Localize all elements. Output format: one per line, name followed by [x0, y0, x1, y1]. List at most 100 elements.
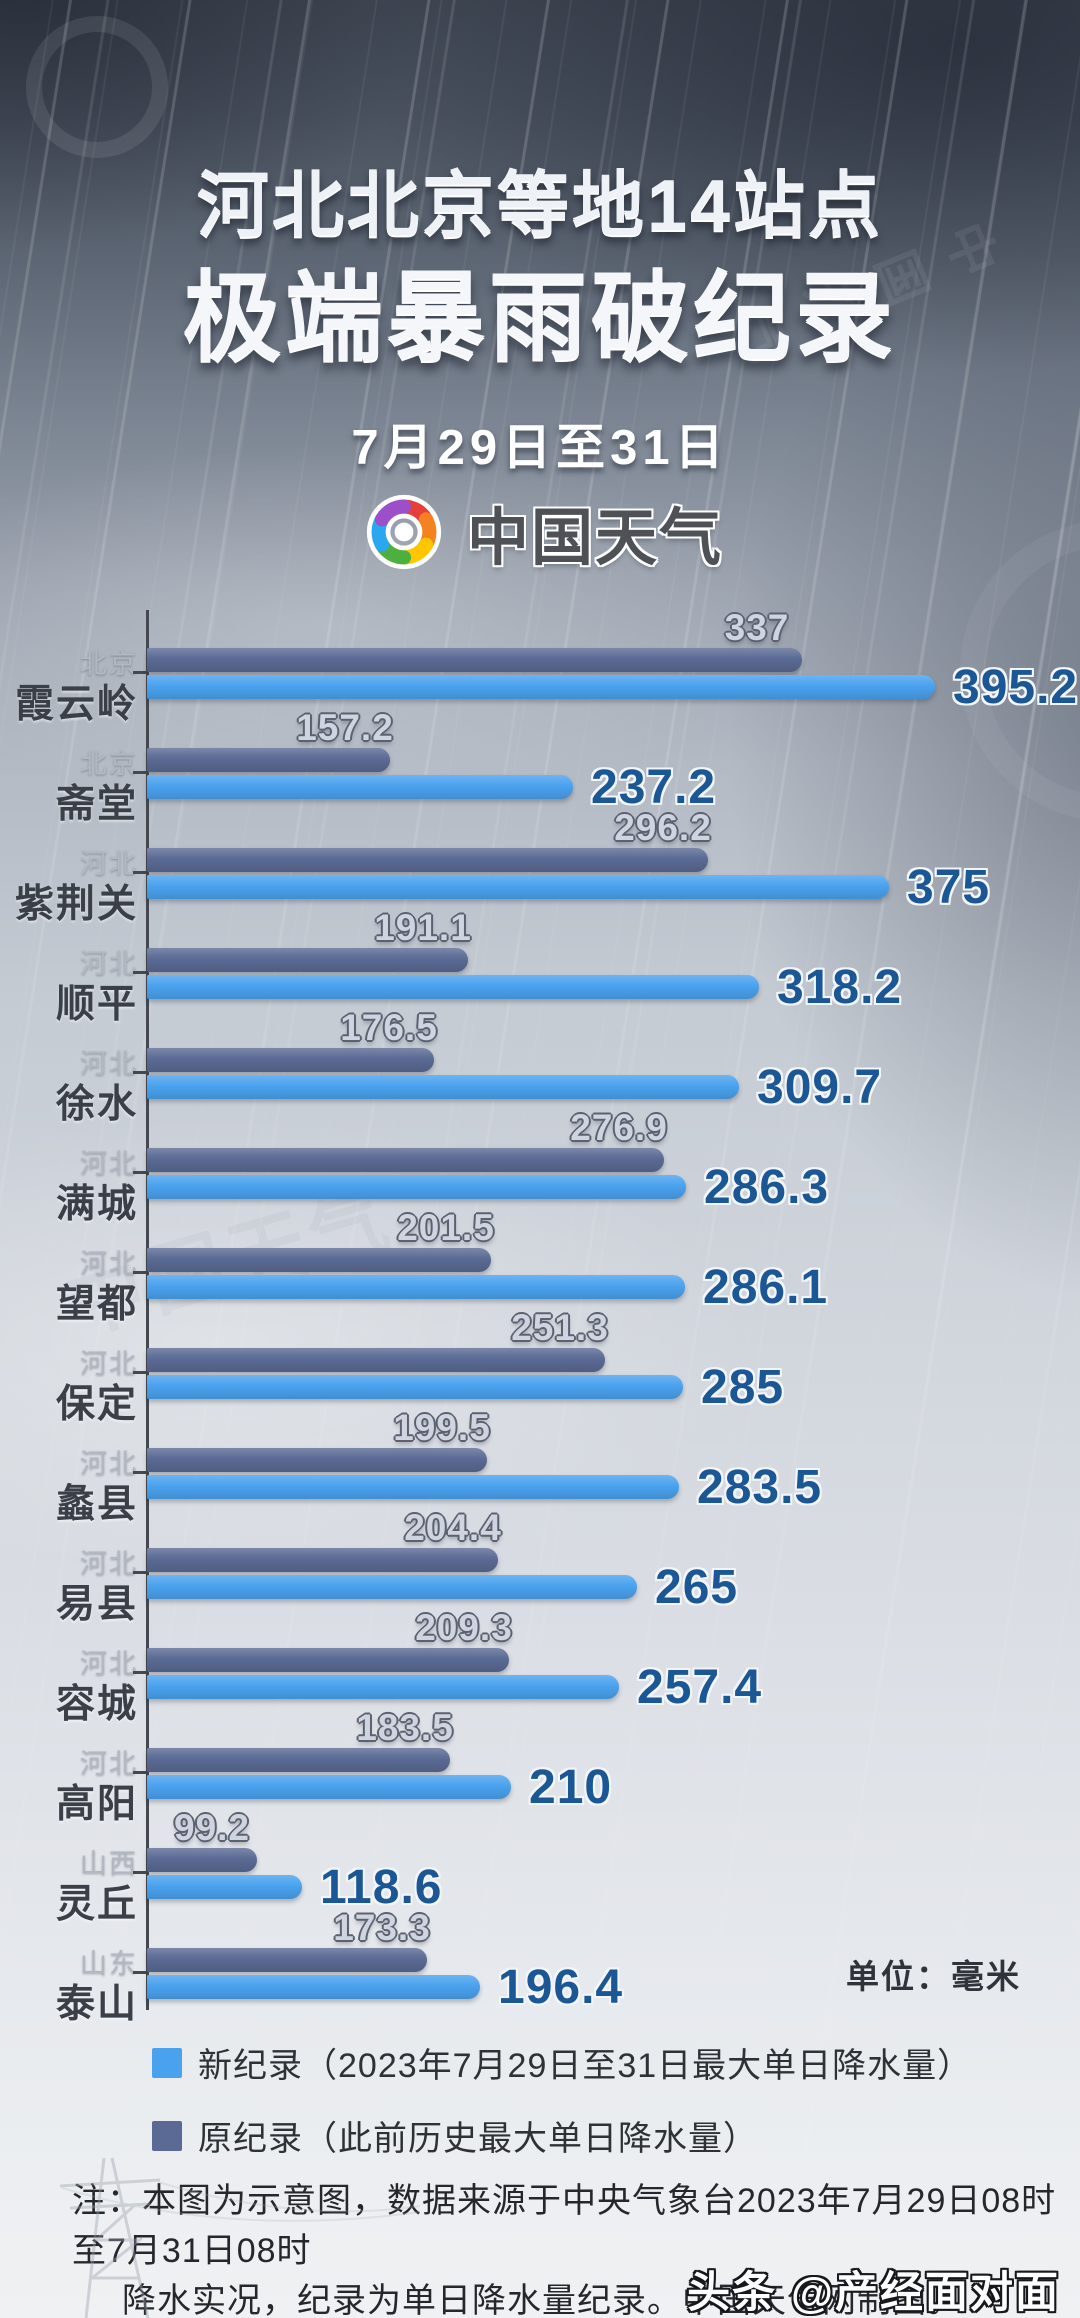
old-record-value: 209.3: [415, 1607, 513, 1648]
new-record-value: 265: [655, 1560, 739, 1614]
old-record-bar: [147, 948, 468, 972]
old-record-bar: [147, 1548, 498, 1572]
logo-text: 中国天气: [466, 504, 723, 573]
new-record-value: 395.2: [953, 660, 1079, 714]
station-province: 河北: [80, 1549, 138, 1579]
axis-tick: [133, 1871, 147, 1874]
station-province: 河北: [80, 849, 138, 879]
old-record-value: 99.2: [173, 1807, 251, 1848]
old-record-value: 183.5: [356, 1707, 454, 1748]
station-label: 河北 紫荆关: [0, 848, 138, 928]
old-record-bar: [147, 1248, 491, 1272]
old-record-bar: [147, 1448, 487, 1472]
new-record-bar: [147, 1775, 511, 1799]
station-name: 斋堂: [55, 783, 138, 826]
station-label: 河北 易县: [0, 1548, 138, 1628]
new-record-bar: [147, 1575, 637, 1599]
station-name: 满城: [55, 1183, 138, 1226]
station-label: 河北 满城: [0, 1148, 138, 1228]
new-record-bar: [147, 975, 759, 999]
old-record-value: 296.2: [614, 807, 712, 848]
rainfall-record-bar-chart: 北京 霞云岭 337 395.2 北京 斋堂 157.2 237.2 河北 紫荆: [0, 607, 1080, 2026]
old-record-bar: [147, 1948, 427, 1972]
station-name: 顺平: [55, 983, 138, 1026]
axis-tick: [133, 1071, 147, 1074]
poster-title-line2: 极端暴雨破纪录: [182, 262, 897, 372]
category-axis-line: [146, 610, 149, 2010]
new-record-value: 118.6: [320, 1860, 443, 1914]
new-record-value: 375: [907, 860, 991, 914]
station-province: 河北: [80, 949, 138, 979]
station-row: 山东 泰山 173.3 196.4: [0, 1907, 1080, 2048]
old-record-value: 337: [724, 607, 790, 648]
axis-tick: [133, 1271, 147, 1274]
station-row: 河北 蠡县 199.5 283.5: [0, 1407, 1080, 1548]
station-row: 河北 高阳 183.5 210: [0, 1707, 1080, 1848]
station-province: 河北: [80, 1749, 138, 1779]
station-label: 河北 顺平: [0, 948, 138, 1028]
station-province: 山东: [80, 1949, 138, 1979]
new-record-swatch: [152, 2047, 182, 2078]
station-name: 霞云岭: [14, 683, 138, 726]
station-name: 高阳: [55, 1783, 138, 1826]
new-record-bar: [147, 1375, 683, 1399]
station-province: 山西: [80, 1849, 138, 1879]
axis-tick: [133, 1771, 147, 1774]
legend-label: 原纪录（此前历史最大单日降水量）: [198, 2120, 758, 2158]
old-record-value: 204.4: [404, 1507, 502, 1548]
unit-label: 单位：毫米: [846, 1958, 1021, 1995]
new-record-bar: [147, 875, 889, 899]
new-record-value: 237.2: [591, 760, 717, 814]
station-row: 河北 满城 276.9 286.3: [0, 1107, 1080, 1248]
footnote-line1: 注：本图为示意图，数据来源于中央气象台2023年7月29日08时至7月31日08…: [72, 2182, 1057, 2270]
poster-title-line1: 河北北京等地14站点: [196, 166, 884, 246]
station-label: 河北 保定: [0, 1348, 138, 1428]
axis-tick: [133, 671, 147, 674]
new-record-bar: [147, 1175, 686, 1199]
station-label: 河北 高阳: [0, 1748, 138, 1828]
old-record-value: 173.3: [333, 1907, 431, 1948]
station-row: 河北 顺平 191.1 318.2: [0, 907, 1080, 1048]
station-label: 北京 斋堂: [0, 748, 138, 828]
new-record-value: 309.7: [757, 1060, 883, 1114]
date-range: 7月29日至31日: [351, 421, 729, 475]
station-row: 河北 紫荆关 296.2 375: [0, 807, 1080, 948]
station-row: 河北 易县 204.4 265: [0, 1507, 1080, 1648]
old-record-value: 157.2: [296, 707, 394, 748]
byline-watermark: 头条 @产经面对面: [687, 2269, 1060, 2317]
station-name: 灵丘: [55, 1883, 138, 1926]
old-record-value: 191.1: [374, 907, 472, 948]
station-row: 北京 霞云岭 337 395.2: [0, 607, 1080, 748]
new-record-value: 285: [701, 1360, 785, 1414]
footnote: 注：本图为示意图，数据来源于中央气象台2023年7月29日08时至7月31日08…: [72, 2176, 1080, 2318]
old-record-value: 176.5: [340, 1007, 438, 1048]
axis-tick: [133, 1371, 147, 1374]
station-label: 河北 望都: [0, 1248, 138, 1328]
station-label: 河北 蠡县: [0, 1448, 138, 1528]
old-record-swatch: [152, 2120, 182, 2151]
new-record-bar: [147, 1975, 480, 1999]
old-record-value: 251.3: [511, 1307, 609, 1348]
station-row: 河北 徐水 176.5 309.7: [0, 1007, 1080, 1148]
new-record-value: 257.4: [637, 1660, 763, 1714]
new-record-value: 283.5: [697, 1460, 823, 1514]
legend-label: 新纪录（2023年7月29日至31日最大单日降水量）: [198, 2047, 973, 2085]
station-name: 保定: [55, 1383, 138, 1426]
axis-tick: [133, 1471, 147, 1474]
new-record-bar: [147, 1075, 739, 1099]
station-row: 河北 望都 201.5 286.1: [0, 1207, 1080, 1348]
new-record-value: 196.4: [498, 1960, 624, 2014]
old-record-value: 276.9: [570, 1107, 668, 1148]
old-record-bar: [147, 1648, 509, 1672]
station-row: 北京 斋堂 157.2 237.2: [0, 707, 1080, 848]
old-record-bar: [147, 1348, 605, 1372]
axis-tick: [133, 771, 147, 774]
axis-tick: [133, 1571, 147, 1574]
new-record-bar: [147, 675, 935, 699]
station-name: 紫荆关: [14, 883, 138, 926]
station-name: 望都: [55, 1283, 138, 1326]
pinwheel-logo-icon: [366, 494, 442, 570]
axis-tick: [133, 871, 147, 874]
china-weather-logo: 中国天气: [0, 482, 1080, 582]
